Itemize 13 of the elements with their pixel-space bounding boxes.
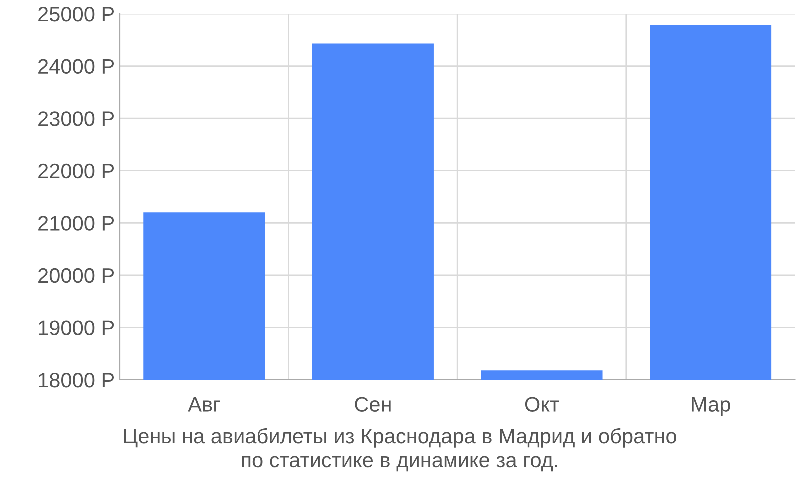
- x-tick-label: Окт: [525, 397, 560, 412]
- y-tick-label: 25000 Р: [38, 7, 114, 22]
- y-tick-label: 19000 Р: [39, 320, 114, 336]
- text: Цены на авиабилеты из Краснодара в Мадрид и обратно по статистике в динамике за год.: [124, 428, 676, 472]
- y-tick-label: 18000 Р: [39, 373, 114, 388]
- y-tick-label: 20000 Р: [38, 268, 114, 284]
- x-tick-label: Авг: [188, 397, 220, 412]
- x-tick-label: Мар: [692, 397, 730, 416]
- y-tick-label: 22000 Р: [38, 164, 114, 179]
- y-tick-label: 21000 Р: [38, 216, 114, 231]
- x-tick-label: Сен: [355, 397, 391, 412]
- y-tick-label: 23000 Р: [38, 112, 114, 126]
- y-tick-label: 24000 Р: [38, 59, 114, 74]
